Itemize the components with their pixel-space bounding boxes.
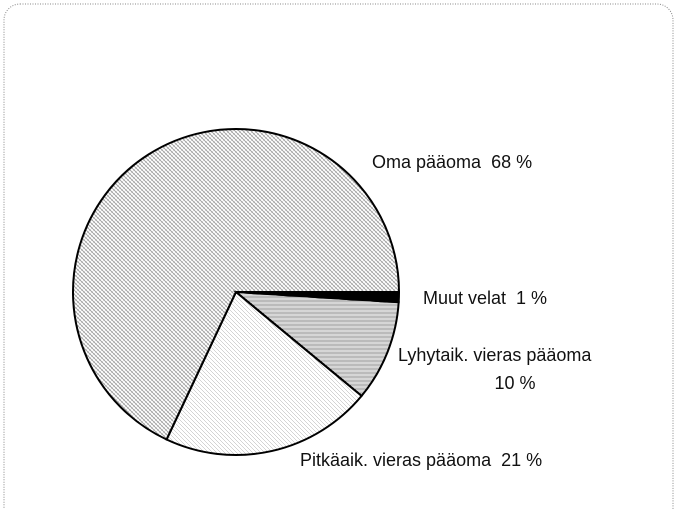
value-label: 1 %	[516, 288, 547, 308]
slice-label: Muut velat 1 %	[423, 288, 547, 308]
value-label: 21 %	[501, 450, 542, 470]
pie-slice	[72, 128, 401, 441]
category-label: Pitkäaik. vieras pääoma	[300, 450, 492, 470]
pie-slice	[232, 290, 400, 398]
slice-label: Lyhytaik. vieras pääoma 10 %	[398, 345, 592, 393]
category-label: Muut velat	[423, 288, 506, 308]
value-label: 68 %	[491, 152, 532, 172]
frame	[3, 3, 674, 509]
slice-label: Oma pääoma 68 %	[372, 152, 532, 172]
category-label: Oma pääoma	[372, 152, 482, 172]
slice-label: Pitkäaik. vieras pääoma 21 %	[300, 450, 542, 470]
category-label: Lyhytaik. vieras pääoma	[398, 345, 592, 365]
pie-slice	[165, 290, 364, 456]
value-label: 10 %	[494, 373, 535, 393]
